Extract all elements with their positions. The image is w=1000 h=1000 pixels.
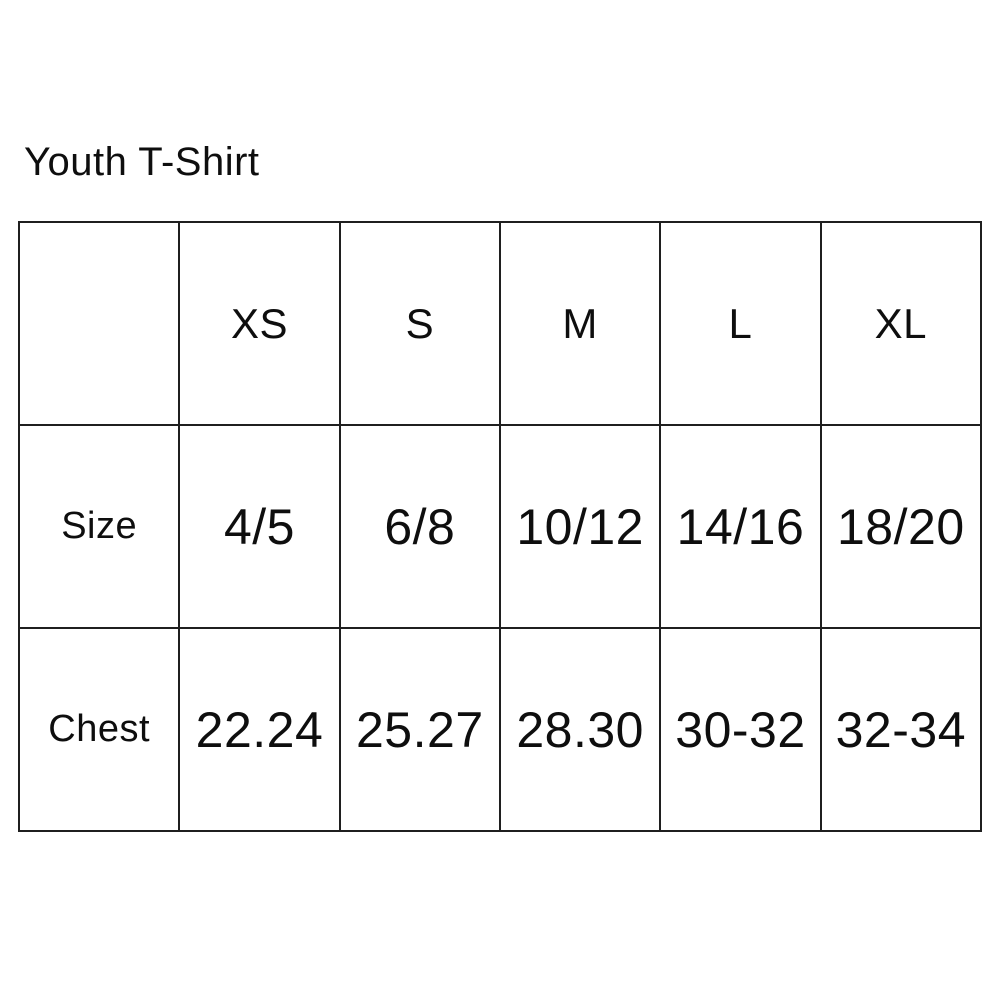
size-chart-header: XS S M L XL xyxy=(17,221,983,426)
size-value-m: 10/12 xyxy=(498,424,662,629)
chest-value-m: 28.30 xyxy=(498,627,662,832)
header-row: XS S M L XL xyxy=(17,221,983,426)
header-cell-xs: XS xyxy=(178,221,341,426)
header-cell-blank xyxy=(17,221,181,426)
header-cell-m: M xyxy=(498,221,662,426)
size-chart-table: XS S M L XL Size 4/5 6/8 10/12 14/16 18/… xyxy=(17,221,983,832)
chest-value-xs: 22.24 xyxy=(178,627,341,832)
row-label-size: Size xyxy=(17,424,181,629)
header-cell-l: L xyxy=(659,221,822,426)
page-title: Youth T-Shirt xyxy=(24,140,260,184)
chest-value-s: 25.27 xyxy=(338,627,501,832)
table-row-chest: Chest 22.24 25.27 28.30 30-32 32-34 xyxy=(17,627,983,832)
header-cell-s: S xyxy=(338,221,501,426)
size-chart-body: Size 4/5 6/8 10/12 14/16 18/20 Chest 22.… xyxy=(17,424,983,832)
chest-value-xl: 32-34 xyxy=(819,627,983,832)
size-value-s: 6/8 xyxy=(338,424,501,629)
size-value-xl: 18/20 xyxy=(819,424,983,629)
size-value-xs: 4/5 xyxy=(178,424,341,629)
size-value-l: 14/16 xyxy=(659,424,822,629)
header-cell-xl: XL xyxy=(819,221,983,426)
row-label-chest: Chest xyxy=(17,627,181,832)
chest-value-l: 30-32 xyxy=(659,627,822,832)
table-row-size: Size 4/5 6/8 10/12 14/16 18/20 xyxy=(17,424,983,629)
